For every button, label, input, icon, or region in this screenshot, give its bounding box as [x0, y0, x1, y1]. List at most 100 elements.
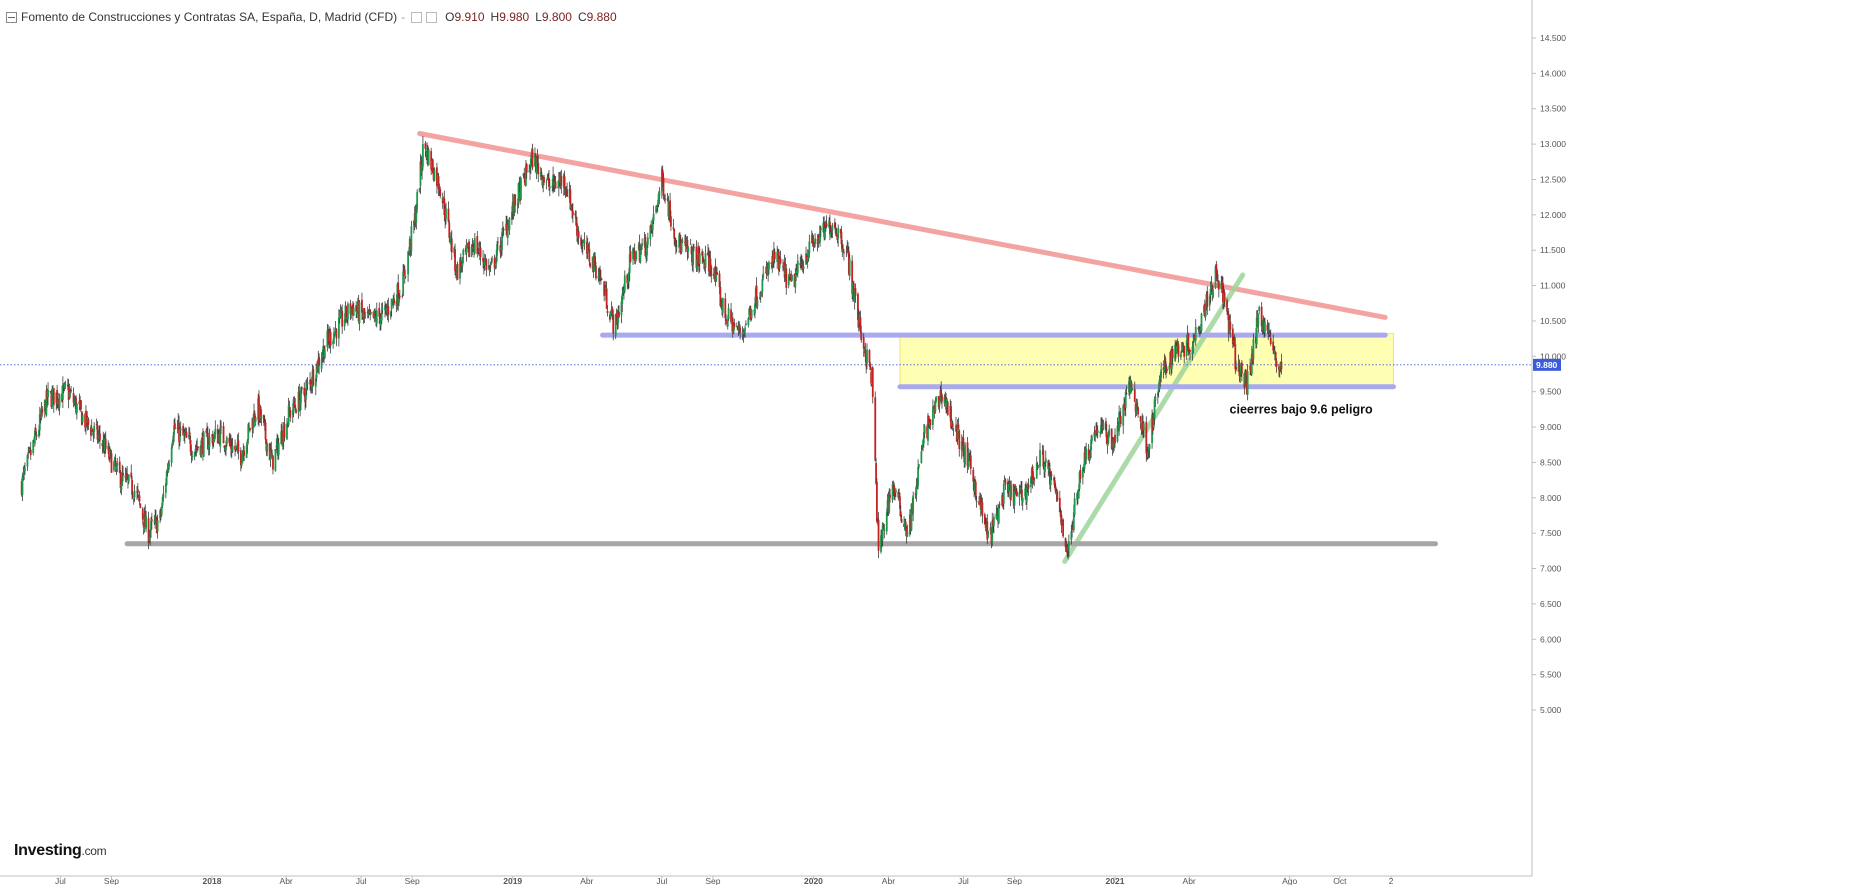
candle-body: [1235, 366, 1238, 370]
candle-body: [871, 367, 874, 397]
candle-body: [995, 513, 998, 519]
y-tick-label: 9.500: [1540, 387, 1562, 397]
candle-body: [1206, 291, 1209, 307]
candle-body: [309, 380, 312, 387]
candle-body: [1209, 288, 1212, 295]
ohlc-open: O9.910: [445, 10, 485, 24]
candle-body: [1119, 416, 1122, 425]
candle-body: [416, 191, 419, 210]
candle-body: [1255, 317, 1258, 345]
settings-icon[interactable]: [411, 11, 423, 23]
last-price-label: 9.880: [1536, 360, 1558, 370]
candle-body: [612, 314, 615, 334]
y-tick-label: 8.500: [1540, 457, 1562, 467]
candle-body: [96, 425, 99, 440]
candle-body: [537, 162, 540, 175]
candle-body: [956, 425, 959, 440]
candle-body: [58, 394, 61, 408]
candle-body: [875, 462, 877, 484]
candle-body: [888, 495, 891, 512]
candle-body: [1234, 344, 1237, 370]
candle-body: [603, 281, 606, 296]
candle-body: [679, 234, 681, 245]
chart-header: Fomento de Construcciones y Contratas SA…: [6, 10, 617, 24]
candle-body: [589, 263, 592, 267]
candle-body: [374, 312, 377, 316]
ohlc-close: C9.880: [577, 10, 617, 24]
x-tick-label: Ago: [1282, 876, 1297, 885]
candle-body: [618, 311, 620, 318]
candle-body: [883, 528, 886, 532]
candle-body: [787, 274, 790, 286]
candle-body: [748, 308, 751, 316]
candle-body: [81, 414, 84, 423]
candle-body: [964, 444, 966, 465]
candle-body: [1185, 340, 1188, 356]
candle-body: [369, 309, 372, 315]
candle-body: [649, 225, 652, 240]
candle-body: [211, 435, 213, 437]
candle-body: [1139, 416, 1142, 422]
candle-body: [200, 440, 203, 457]
candle-body: [272, 455, 274, 470]
x-tick-label: Jul: [958, 876, 969, 885]
x-tick-label: Jul: [656, 876, 667, 885]
candle-body: [657, 194, 660, 205]
candle-body: [1004, 479, 1007, 485]
candle-body: [228, 437, 231, 443]
header-dash: -: [401, 10, 406, 24]
candle-body: [620, 301, 623, 316]
y-tick-label: 6.000: [1540, 634, 1562, 644]
candle-body: [1175, 346, 1178, 354]
x-tick-label: 2021: [1106, 876, 1125, 885]
candle-body: [906, 531, 909, 537]
candle-body: [666, 198, 669, 201]
candle-body: [1107, 434, 1110, 443]
candle-body: [1114, 434, 1116, 444]
candle-body: [1096, 430, 1099, 433]
candle-body: [941, 394, 943, 402]
candle-body: [962, 437, 965, 457]
resistance-trendline[interactable]: [417, 130, 1388, 320]
candle-body: [341, 310, 344, 327]
candle-body: [132, 495, 134, 497]
x-tick-label: 2018: [203, 876, 222, 885]
candle-body: [946, 402, 949, 416]
candle-body: [34, 428, 37, 434]
candle-body: [185, 431, 188, 438]
candle-body: [981, 502, 984, 516]
candle-body: [869, 363, 872, 370]
candle-body: [1021, 497, 1024, 503]
candle-body: [115, 465, 118, 470]
collapse-icon[interactable]: [6, 11, 17, 23]
candle-body: [1152, 418, 1155, 429]
candle-body: [390, 298, 393, 310]
candle-body: [600, 279, 603, 280]
candle-body: [609, 312, 612, 318]
candle-body: [132, 499, 135, 501]
candle-body: [1260, 306, 1263, 327]
candle-body: [749, 306, 751, 311]
candle-body: [154, 516, 157, 524]
candle-body: [1079, 470, 1082, 479]
annotation-text[interactable]: cieerres bajo 9.6 peligro: [1230, 402, 1373, 416]
candle-body: [38, 414, 41, 431]
y-tick-label: 5.000: [1540, 705, 1562, 715]
candle-body: [293, 401, 296, 406]
candle-body: [652, 213, 655, 221]
candle-body: [912, 495, 915, 514]
candle-body: [987, 530, 990, 538]
candle-body: [337, 317, 340, 339]
candle-body: [361, 299, 363, 313]
candle-body: [860, 331, 863, 341]
candle-body: [551, 186, 554, 188]
candle-body: [418, 188, 421, 193]
candle-body: [398, 297, 400, 303]
close-icon[interactable]: [426, 11, 438, 23]
candle-body: [64, 383, 67, 385]
candle-body: [1250, 353, 1253, 374]
candle-body: [576, 223, 578, 236]
candle-body: [247, 424, 250, 441]
yellow-zone[interactable]: [899, 333, 1394, 389]
